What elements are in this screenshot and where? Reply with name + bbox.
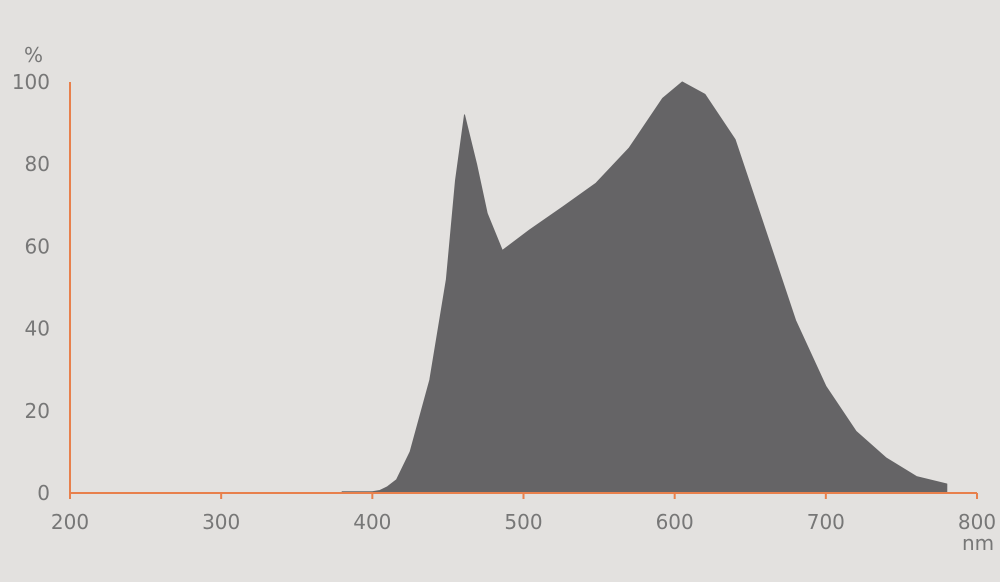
y-tick-label: 0 [37, 481, 50, 505]
x-axis-label: nm [962, 531, 994, 555]
y-tick-label: 20 [25, 399, 50, 423]
x-tick-label: 300 [202, 510, 240, 534]
y-tick-label: 100 [12, 70, 50, 94]
spectrum-area [341, 81, 948, 494]
x-tick-label: 200 [51, 510, 89, 534]
y-tick-label: 60 [25, 234, 50, 258]
x-tick-label: 500 [504, 510, 542, 534]
x-tick-label: 700 [807, 510, 845, 534]
x-tick-label: 400 [353, 510, 391, 534]
y-axis-label: % [24, 43, 43, 67]
y-tick-label: 40 [25, 317, 50, 341]
x-tick-label: 800 [958, 510, 996, 534]
x-tick-label: 600 [656, 510, 694, 534]
y-tick-label: 80 [25, 152, 50, 176]
